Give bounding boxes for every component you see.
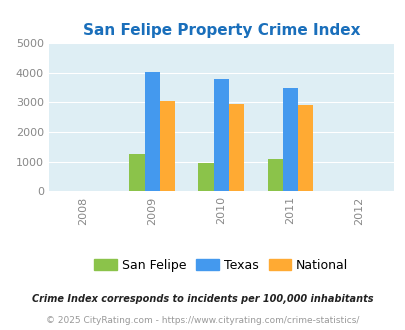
Legend: San Felipe, Texas, National: San Felipe, Texas, National	[89, 254, 352, 277]
Text: Crime Index corresponds to incidents per 100,000 inhabitants: Crime Index corresponds to incidents per…	[32, 294, 373, 304]
Bar	[198, 163, 213, 191]
Bar	[144, 72, 160, 191]
Bar	[282, 88, 297, 191]
Bar	[228, 104, 243, 191]
Bar	[297, 105, 312, 191]
Bar	[267, 159, 282, 191]
Bar	[160, 101, 175, 191]
Bar	[129, 154, 144, 191]
Text: © 2025 CityRating.com - https://www.cityrating.com/crime-statistics/: © 2025 CityRating.com - https://www.city…	[46, 315, 359, 325]
Title: San Felipe Property Crime Index: San Felipe Property Crime Index	[82, 22, 359, 38]
Bar	[213, 79, 228, 191]
